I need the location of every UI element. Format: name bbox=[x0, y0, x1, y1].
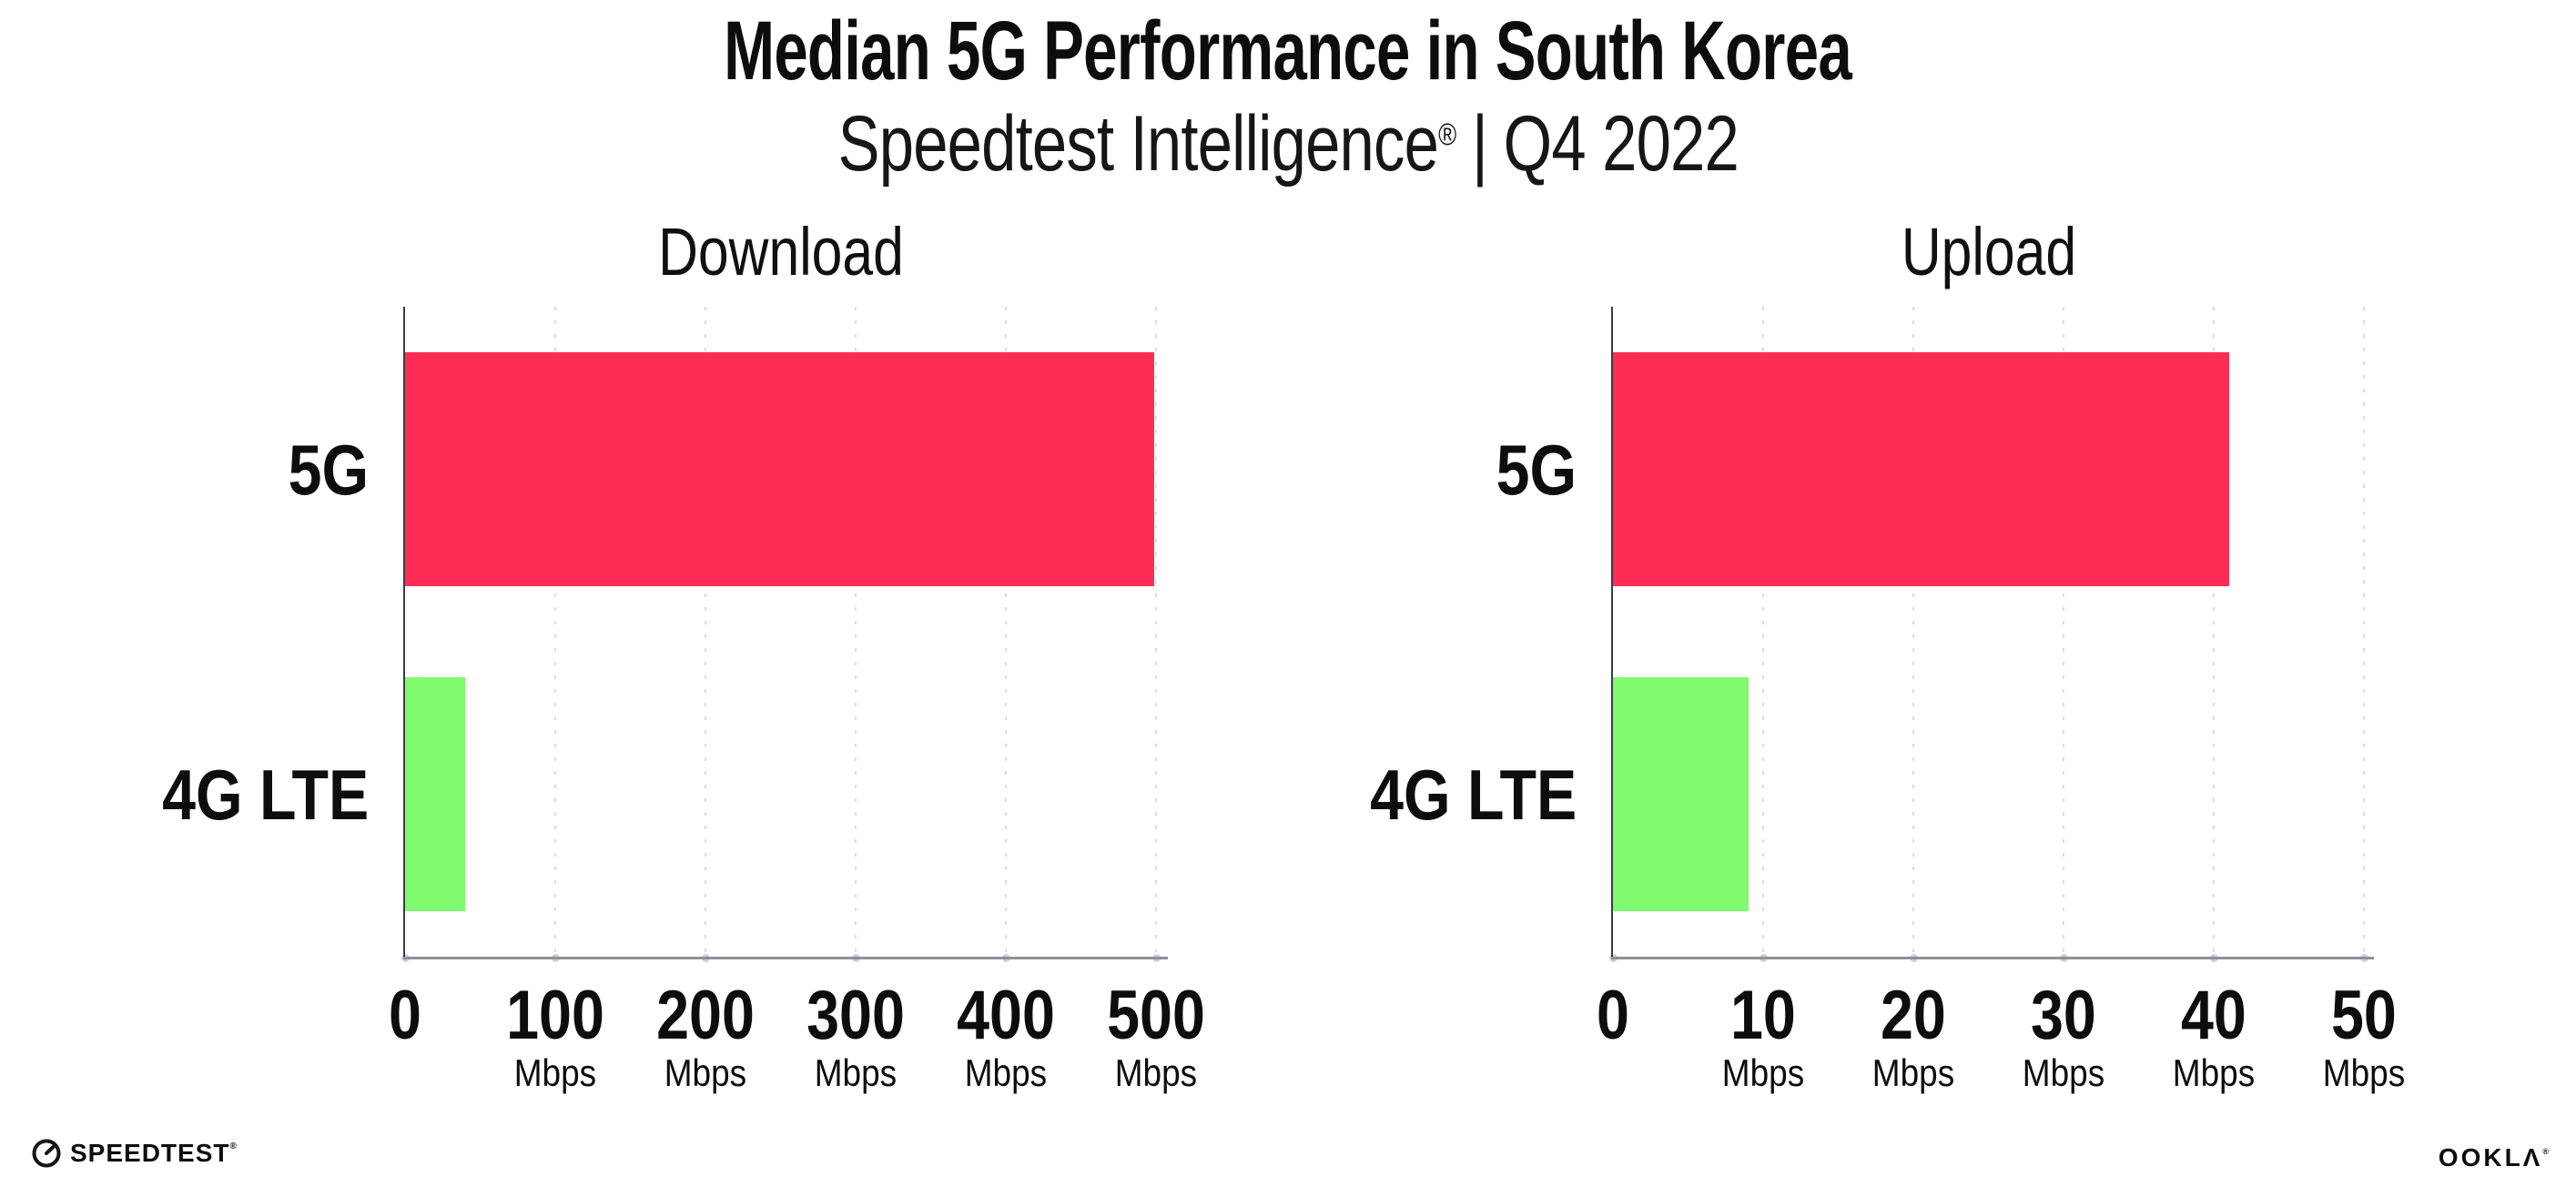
gridline-download-400 bbox=[1005, 307, 1007, 957]
gridline-upload-20 bbox=[1912, 307, 1914, 957]
subtitle-separator: | bbox=[1471, 100, 1488, 188]
tick-label-download-0: 0 bbox=[386, 977, 424, 1054]
chart-title-download: Download bbox=[631, 217, 930, 288]
tick-value: 100 bbox=[506, 977, 604, 1054]
gridline-upload-50 bbox=[2363, 307, 2365, 957]
tick-value: 400 bbox=[957, 977, 1055, 1054]
tick-label-download-300: 300 Mbps bbox=[798, 977, 914, 1092]
tick-value: 50 bbox=[2331, 977, 2397, 1054]
tick-value: 200 bbox=[656, 977, 755, 1054]
tick-label-upload-0: 0 bbox=[1594, 977, 1632, 1054]
tick-unit-text: Mbps bbox=[1721, 1051, 1805, 1094]
tick-value: 40 bbox=[2181, 977, 2246, 1054]
tick-label-upload-50: 50 Mbps bbox=[2317, 977, 2411, 1092]
tick-label-upload-20: 20 Mbps bbox=[1867, 977, 1961, 1092]
category-label-text: 5G bbox=[288, 429, 369, 510]
tick-unit: Mbps bbox=[1099, 1054, 1214, 1092]
tick-unit: Mbps bbox=[2317, 1054, 2411, 1092]
bar-upload-5g bbox=[1613, 352, 2229, 586]
bar-download-5g bbox=[405, 352, 1155, 586]
tick-unit-text: Mbps bbox=[2172, 1051, 2256, 1094]
tick-unit-text: Mbps bbox=[513, 1051, 597, 1094]
gridline-download-100 bbox=[554, 307, 556, 957]
gridline-upload-10 bbox=[1762, 307, 1764, 957]
tick-value: 500 bbox=[1107, 977, 1205, 1054]
ookla-logo: OOKLΛ® bbox=[2439, 1143, 2549, 1172]
tick-unit: Mbps bbox=[798, 1054, 914, 1092]
tick-value: 0 bbox=[1597, 977, 1629, 1054]
category-label-text: 4G LTE bbox=[161, 754, 369, 835]
tick-value: 20 bbox=[1881, 977, 1946, 1054]
tick-label-download-500: 500 Mbps bbox=[1099, 977, 1214, 1092]
tick-unit: Mbps bbox=[2167, 1054, 2261, 1092]
category-label-text: 4G LTE bbox=[1369, 754, 1577, 835]
category-label-upload-5g: 5G bbox=[1194, 429, 1577, 511]
tick-unit-text: Mbps bbox=[1871, 1051, 1955, 1094]
tick-unit: Mbps bbox=[2017, 1054, 2111, 1092]
bar-upload-4g-lte bbox=[1613, 677, 1749, 911]
tick-unit-text: Mbps bbox=[814, 1051, 898, 1094]
tick-value: 10 bbox=[1730, 977, 1796, 1054]
y-axis-upload bbox=[1611, 307, 1613, 959]
category-label-download-5g: 5G bbox=[0, 429, 369, 511]
tick-unit: Mbps bbox=[1867, 1054, 1961, 1092]
tick-value: 0 bbox=[389, 977, 421, 1054]
category-label-download-4g-lte: 4G LTE bbox=[0, 754, 369, 836]
tick-unit-text: Mbps bbox=[2322, 1051, 2406, 1094]
tick-label-upload-30: 30 Mbps bbox=[2017, 977, 2111, 1092]
chart-title-text-upload: Upload bbox=[1901, 214, 2076, 289]
y-axis-download bbox=[403, 307, 405, 959]
bar-download-4g-lte bbox=[405, 677, 465, 911]
page-title: Median 5G Performance in South Korea bbox=[0, 5, 2576, 96]
gridline-upload-40 bbox=[2213, 307, 2215, 957]
tick-unit: Mbps bbox=[948, 1054, 1064, 1092]
speedtest-logo: SPEEDTEST® bbox=[31, 1138, 238, 1169]
tick-label-download-100: 100 Mbps bbox=[498, 977, 614, 1092]
tick-unit-text: Mbps bbox=[664, 1051, 747, 1094]
speedtest-registered-mark: ® bbox=[229, 1141, 238, 1151]
category-label-upload-4g-lte: 4G LTE bbox=[1194, 754, 1577, 836]
tick-value: 30 bbox=[2031, 977, 2096, 1054]
x-axis-upload bbox=[1611, 957, 2374, 959]
tick-label-upload-40: 40 Mbps bbox=[2167, 977, 2261, 1092]
subtitle-brand: Speedtest Intelligence bbox=[837, 100, 1438, 188]
page-title-text: Median 5G Performance in South Korea bbox=[724, 5, 1853, 97]
subtitle-period: Q4 2022 bbox=[1503, 100, 1739, 188]
page-subtitle: Speedtest Intelligence® | Q4 2022 bbox=[0, 87, 2576, 191]
tick-unit-text: Mbps bbox=[964, 1051, 1048, 1094]
tick-label-upload-10: 10 Mbps bbox=[1717, 977, 1810, 1092]
gridline-download-500 bbox=[1155, 307, 1157, 957]
tick-label-download-400: 400 Mbps bbox=[948, 977, 1064, 1092]
ookla-registered-mark: ® bbox=[2542, 1147, 2549, 1156]
x-axis-download bbox=[403, 957, 1168, 959]
speedtest-wordmark: SPEEDTEST® bbox=[70, 1139, 238, 1167]
tick-unit: Mbps bbox=[498, 1054, 614, 1092]
gridline-upload-30 bbox=[2063, 307, 2064, 957]
registered-mark: ® bbox=[1437, 117, 1456, 152]
tick-unit: Mbps bbox=[1717, 1054, 1810, 1092]
chart-title-upload: Upload bbox=[1881, 217, 2095, 288]
tick-unit-text: Mbps bbox=[2022, 1051, 2105, 1094]
tick-value: 300 bbox=[806, 977, 905, 1054]
gridline-download-200 bbox=[705, 307, 706, 957]
ookla-wordmark: OOKLΛ bbox=[2438, 1143, 2543, 1172]
chart-title-text-download: Download bbox=[657, 214, 904, 289]
tick-label-download-200: 200 Mbps bbox=[648, 977, 764, 1092]
gridline-download-300 bbox=[855, 307, 857, 957]
tick-unit-text: Mbps bbox=[1114, 1051, 1198, 1094]
category-label-text: 5G bbox=[1496, 429, 1577, 510]
tick-unit: Mbps bbox=[648, 1054, 764, 1092]
speedometer-gauge-icon bbox=[32, 1139, 61, 1168]
